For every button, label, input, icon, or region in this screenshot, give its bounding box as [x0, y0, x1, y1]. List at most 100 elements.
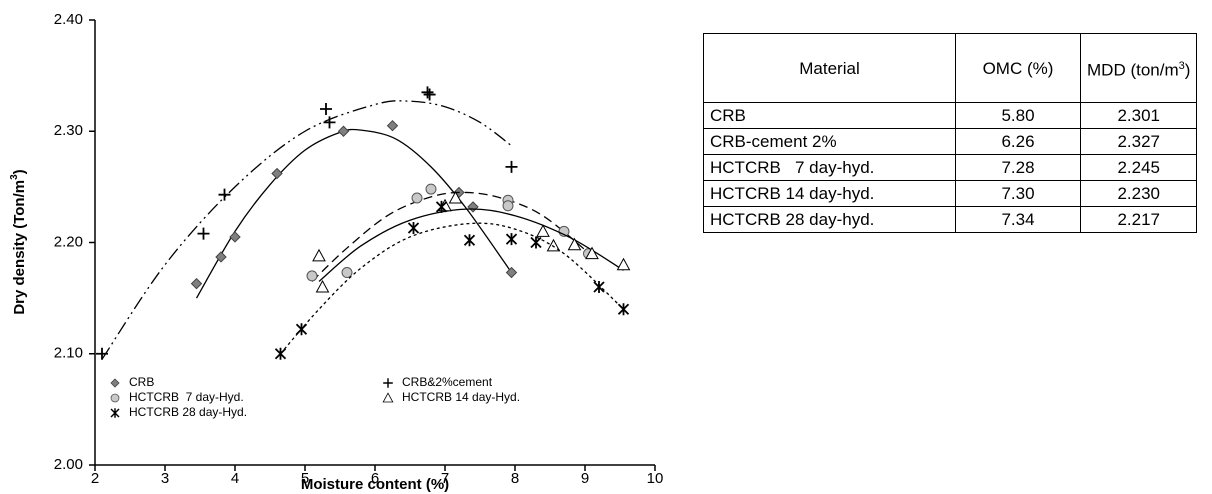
marker — [536, 224, 550, 237]
x-tick-label: 10 — [647, 470, 664, 487]
table-cell: HCTCRB 7 day-hyd. — [703, 154, 956, 181]
legend-marker — [110, 378, 120, 388]
y-axis-label-sup: 3 — [9, 174, 20, 180]
header-cell: OMC (%) — [955, 33, 1081, 103]
header-text: MDD (ton/m — [1087, 60, 1179, 80]
marker — [341, 267, 353, 278]
marker — [617, 303, 630, 316]
marker — [320, 103, 332, 115]
fit-curve — [311, 191, 593, 282]
legend-label: CRB — [129, 375, 154, 389]
table-cell: 6.26 — [955, 128, 1081, 155]
marker — [463, 234, 476, 247]
y-axis-label-text: Dry density (Ton/m — [11, 180, 28, 315]
x-tick-label: 6 — [371, 470, 379, 487]
x-tick-label: 7 — [441, 470, 449, 487]
marker — [306, 270, 318, 282]
marker — [218, 188, 231, 201]
legend-label: HCTCRB 14 day-Hyd. — [402, 390, 520, 404]
header-cell: Material — [703, 33, 956, 103]
table-row: HCTCRB 7 day-hyd. 7.28 2.245 — [703, 154, 1198, 181]
marker — [271, 167, 283, 180]
legend-marker — [382, 392, 394, 403]
marker — [567, 237, 582, 251]
fit-curve — [101, 100, 512, 360]
marker — [530, 236, 542, 249]
table-cell: CRB — [703, 102, 956, 129]
y-tick-label: 2.00 — [54, 456, 83, 473]
table-row: HCTCRB 14 day-hyd. 7.30 2.230 — [703, 180, 1198, 207]
marker — [435, 200, 448, 213]
legend-marker — [383, 378, 393, 388]
marker — [386, 119, 399, 132]
table-cell: 2.217 — [1079, 206, 1198, 233]
table-cell: 2.245 — [1079, 154, 1198, 181]
x-tick-label: 5 — [301, 470, 309, 487]
header-text: ) — [1184, 60, 1191, 80]
marker — [407, 222, 420, 235]
marker — [448, 190, 463, 204]
table-cell: 7.34 — [955, 206, 1081, 233]
marker — [421, 86, 434, 99]
marker — [96, 347, 108, 360]
x-tick-label: 3 — [161, 470, 169, 487]
legend-marker — [110, 393, 120, 403]
header-sup: 3 — [1178, 59, 1185, 72]
marker — [616, 257, 631, 271]
marker — [505, 266, 518, 279]
legend-marker — [110, 408, 120, 418]
marker — [425, 183, 437, 195]
fit-curve — [318, 208, 624, 282]
marker — [229, 231, 241, 243]
table-cell: 2.301 — [1079, 102, 1198, 129]
marker — [315, 279, 330, 293]
marker — [585, 246, 599, 260]
legend-label: HCTCRB 28 day-Hyd. — [129, 405, 247, 419]
marker — [274, 347, 287, 360]
marker — [215, 251, 227, 263]
y-tick-label: 2.40 — [54, 11, 83, 28]
marker — [411, 192, 423, 204]
table-row: CRB 5.80 2.301 — [703, 102, 1198, 129]
x-tick-label: 4 — [231, 470, 239, 487]
y-axis-label-end: ) — [11, 169, 28, 174]
table-cell: 7.30 — [955, 180, 1081, 207]
marker — [502, 200, 514, 212]
table-cell: 5.80 — [955, 102, 1081, 129]
y-tick-label: 2.10 — [54, 345, 83, 362]
marker — [190, 277, 203, 290]
table-cell: 7.28 — [955, 154, 1081, 181]
table-body: CRB 5.80 2.301 CRB-cement 2% 6.26 2.327 HCTCRB… — [703, 102, 1198, 233]
marker — [295, 323, 308, 336]
x-axis-label: Moisture content (%) — [301, 476, 449, 493]
marker — [546, 238, 561, 252]
marker — [505, 233, 518, 246]
legend-label: CRB&2%cement — [402, 375, 493, 389]
table-row: CRB-cement 2% 6.26 2.327 — [703, 128, 1198, 155]
y-axis-label: Dry density (Ton/m3) — [9, 169, 28, 314]
legend-label: HCTCRB 7 day-Hyd. — [129, 390, 244, 404]
marker — [593, 281, 605, 293]
x-tick-label: 8 — [511, 470, 519, 487]
header-cell: MDD (ton/m3) — [1079, 33, 1198, 103]
table-cell: 2.327 — [1079, 128, 1198, 155]
table-cell: CRB-cement 2% — [703, 128, 956, 155]
table-cell: HCTCRB 14 day-hyd. — [703, 180, 956, 207]
fit-curve — [280, 222, 624, 355]
table: Material OMC (%) MDD (ton/m3) CRB 5.80 2.3… — [703, 33, 1198, 233]
marker — [467, 201, 479, 213]
x-tick-label: 9 — [581, 470, 589, 487]
marker — [312, 248, 326, 262]
marker — [197, 227, 210, 240]
chart: Moisture content (%) Dry density (Ton/m3… — [9, 11, 664, 493]
x-tick-label: 2 — [91, 470, 99, 487]
marker — [337, 125, 350, 137]
table-cell: 2.230 — [1079, 180, 1198, 207]
marker — [323, 116, 336, 129]
y-tick-label: 2.20 — [54, 233, 83, 250]
table-cell: HCTCRB 28 day-hyd. — [703, 206, 956, 233]
marker — [423, 88, 436, 101]
table-row: HCTCRB 28 day-hyd. 7.34 2.217 — [703, 206, 1198, 233]
marker — [505, 160, 518, 173]
